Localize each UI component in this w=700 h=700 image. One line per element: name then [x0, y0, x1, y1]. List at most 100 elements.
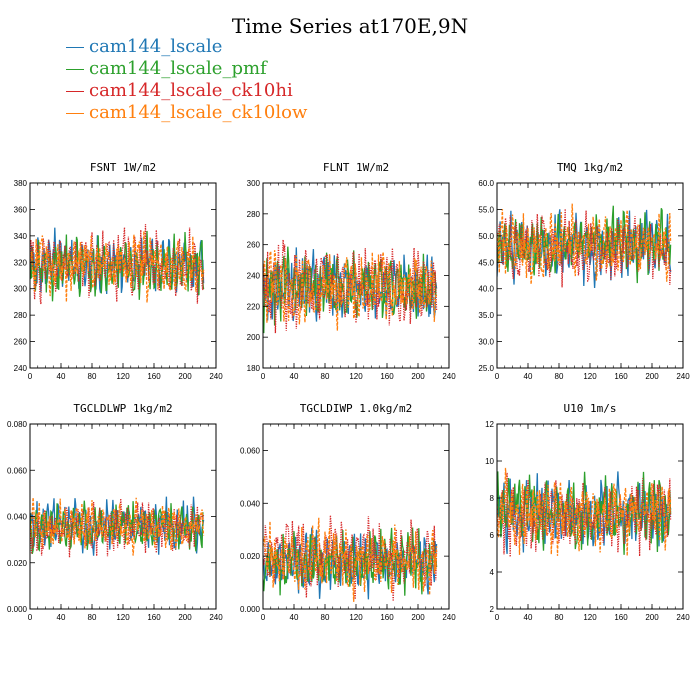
y-tick-label: 340 [14, 232, 28, 241]
x-tick-label: 0 [261, 372, 266, 381]
y-tick-label: 45.0 [478, 258, 494, 267]
y-tick-label: 240 [247, 272, 261, 281]
series-line [263, 527, 438, 596]
legend-item: cam144_lscale [66, 36, 307, 58]
y-tick-label: 260 [14, 338, 28, 347]
y-tick-label: 0.020 [7, 559, 28, 568]
x-tick-label: 120 [116, 613, 130, 622]
legend-swatch [66, 90, 84, 92]
panel-title: FSNT 1W/m2 [90, 161, 156, 174]
series-line [30, 230, 205, 302]
x-tick-label: 120 [583, 372, 597, 381]
y-tick-label: 220 [247, 302, 261, 311]
y-tick-label: 300 [14, 285, 28, 294]
y-tick-label: 50.0 [478, 232, 494, 241]
x-tick-label: 160 [380, 613, 394, 622]
series-line [263, 517, 438, 602]
y-tick-label: 0.000 [7, 605, 28, 614]
y-tick-label: 180 [247, 364, 261, 373]
x-tick-label: 0 [495, 372, 500, 381]
x-tick-label: 240 [209, 613, 223, 622]
series-group [263, 239, 438, 334]
y-tick-label: 2 [490, 605, 495, 614]
y-tick-label: 360 [14, 205, 28, 214]
legend-label: cam144_lscale [89, 36, 223, 57]
y-tick-label: 60.0 [478, 179, 494, 188]
series-group [497, 467, 672, 557]
x-tick-label: 200 [411, 372, 425, 381]
y-tick-label: 0.040 [240, 499, 261, 508]
series-line [497, 208, 672, 288]
y-tick-label: 4 [490, 568, 495, 577]
legend-label: cam144_lscale_pmf [89, 58, 267, 79]
series-group [30, 496, 205, 558]
chart-panel: TGCLDLWP 1kg/m2 0 40 80 120 160 200 240 0.000 0.0… [7, 402, 223, 622]
series-group [497, 203, 672, 289]
y-tick-label: 200 [247, 333, 261, 342]
x-tick-label: 40 [57, 613, 66, 622]
x-tick-label: 200 [645, 613, 659, 622]
x-tick-label: 200 [178, 613, 192, 622]
y-tick-label: 35.0 [478, 311, 494, 320]
x-tick-label: 0 [28, 372, 33, 381]
series-group [30, 224, 205, 305]
legend-label: cam144_lscale_ck10hi [89, 80, 293, 101]
chart-panel: FSNT 1W/m2 0 40 80 120 160 200 240 240 260 280 300 3… [14, 161, 224, 381]
legend-swatch [66, 112, 84, 114]
chart-panel: FLNT 1W/m2 0 40 80 120 160 200 240 180 200 220 240 2… [247, 161, 457, 381]
series-line [497, 472, 672, 557]
chart-panel: TGCLDIWP 1.0kg/m2 0 40 80 120 160 200 240 0.000 0… [240, 402, 456, 622]
x-tick-label: 80 [321, 613, 330, 622]
x-tick-label: 240 [676, 372, 690, 381]
x-tick-label: 240 [676, 613, 690, 622]
x-tick-label: 160 [380, 372, 394, 381]
legend-item: cam144_lscale_ck10low [66, 102, 307, 124]
legend-label: cam144_lscale_ck10low [89, 102, 308, 123]
y-tick-label: 0.000 [240, 605, 261, 614]
y-tick-label: 40.0 [478, 285, 494, 294]
x-tick-label: 40 [290, 372, 299, 381]
panel-title: TMQ 1kg/m2 [557, 161, 623, 174]
y-tick-label: 30.0 [478, 338, 494, 347]
series-group [263, 515, 438, 602]
y-tick-label: 240 [14, 364, 28, 373]
x-tick-label: 80 [321, 372, 330, 381]
y-tick-label: 280 [14, 311, 28, 320]
x-tick-label: 160 [614, 372, 628, 381]
legend-swatch [66, 46, 84, 48]
x-tick-label: 0 [495, 613, 500, 622]
x-tick-label: 160 [614, 613, 628, 622]
x-tick-label: 160 [147, 372, 161, 381]
series-line [263, 515, 438, 602]
y-tick-label: 260 [247, 241, 261, 250]
series-line [30, 231, 205, 303]
y-tick-label: 300 [247, 179, 261, 188]
panel-title: U10 1m/s [564, 402, 617, 415]
series-line [263, 250, 438, 331]
x-tick-label: 200 [645, 372, 659, 381]
x-tick-label: 240 [442, 613, 456, 622]
x-tick-label: 200 [411, 613, 425, 622]
x-tick-label: 240 [442, 372, 456, 381]
x-tick-label: 0 [261, 613, 266, 622]
plot-frame [496, 182, 684, 369]
series-line [30, 497, 205, 556]
chart-panel: TMQ 1kg/m2 0 40 80 120 160 200 240 25.0 30.0 35.0 4… [478, 161, 690, 381]
y-tick-label: 55.0 [478, 205, 494, 214]
series-line [30, 498, 205, 558]
y-tick-label: 280 [247, 210, 261, 219]
y-tick-label: 10 [485, 457, 494, 466]
y-tick-label: 320 [14, 258, 28, 267]
panel-title: TGCLDLWP 1kg/m2 [73, 402, 172, 415]
x-tick-label: 120 [116, 372, 130, 381]
y-tick-label: 0.080 [7, 420, 28, 429]
x-tick-label: 0 [28, 613, 33, 622]
legend-item: cam144_lscale_ck10hi [66, 80, 307, 102]
y-tick-label: 0.040 [7, 513, 28, 522]
legend-item: cam144_lscale_pmf [66, 58, 307, 80]
x-tick-label: 120 [349, 372, 363, 381]
x-tick-label: 200 [178, 372, 192, 381]
legend: cam144_lscale cam144_lscale_pmf cam144_l… [66, 36, 307, 124]
